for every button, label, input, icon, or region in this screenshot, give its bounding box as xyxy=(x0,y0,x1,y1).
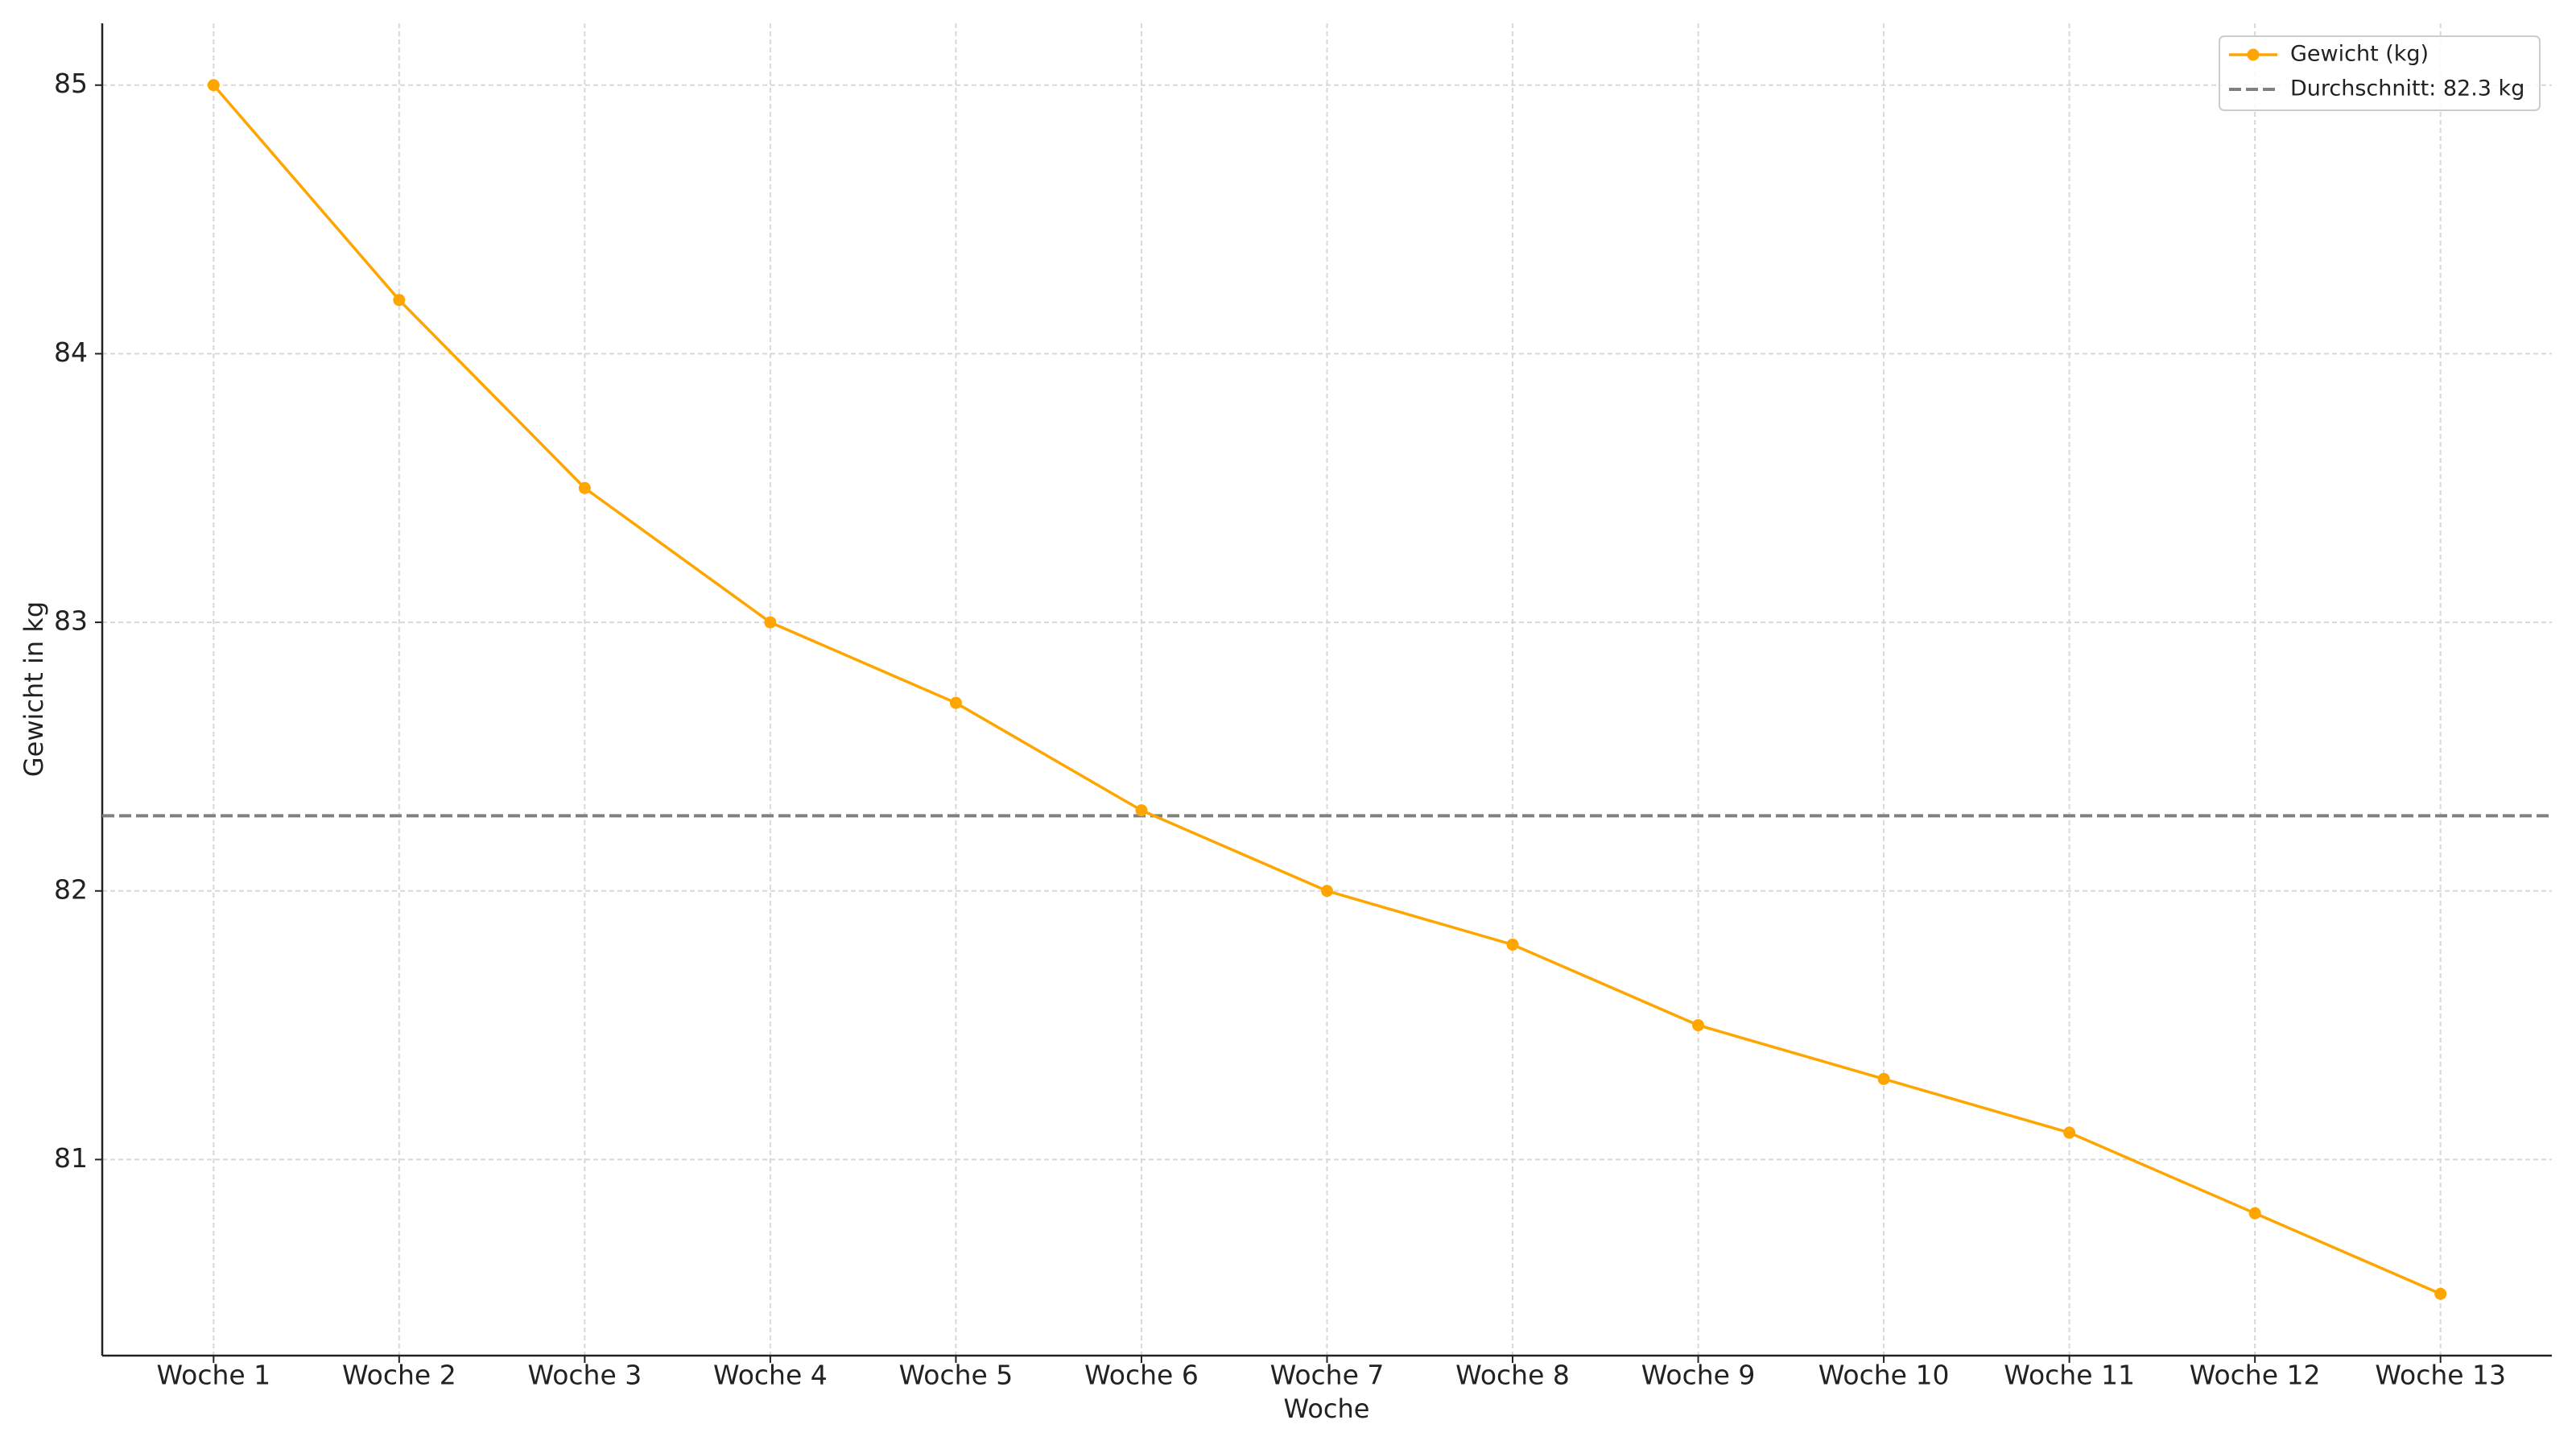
y-tick-label: 84 xyxy=(54,336,88,368)
y-axis-label: Gewicht in kg xyxy=(19,601,49,777)
data-point xyxy=(393,294,406,307)
x-tick-label: Woche 7 xyxy=(1270,1360,1385,1391)
y-tick-label: 81 xyxy=(54,1142,88,1174)
x-tick-label: Woche 2 xyxy=(342,1360,456,1391)
x-tick-label: Woche 11 xyxy=(2004,1360,2135,1391)
data-point xyxy=(2063,1126,2076,1139)
legend-swatch xyxy=(2247,48,2260,61)
x-tick-label: Woche 8 xyxy=(1455,1360,1570,1391)
x-tick-label: Woche 13 xyxy=(2375,1360,2506,1391)
y-tick-label: 85 xyxy=(54,68,88,99)
y-tick-label: 82 xyxy=(54,873,88,905)
x-axis-label: Woche xyxy=(1284,1393,1370,1424)
data-point xyxy=(2248,1207,2261,1220)
legend-label: Durchschnitt: 82.3 kg xyxy=(2290,76,2524,101)
legend-box xyxy=(2219,35,2541,111)
x-tick-label: Woche 3 xyxy=(528,1360,642,1391)
x-tick-label: Woche 5 xyxy=(899,1360,1013,1391)
x-tick-label: Woche 6 xyxy=(1084,1360,1199,1391)
x-tick-label: Woche 12 xyxy=(2190,1360,2321,1391)
data-point xyxy=(949,696,962,709)
data-point xyxy=(1135,804,1148,817)
data-point xyxy=(1321,885,1333,898)
x-tick-label: Woche 1 xyxy=(156,1360,270,1391)
x-tick-label: Woche 4 xyxy=(713,1360,828,1391)
data-point xyxy=(1506,938,1519,951)
data-point xyxy=(578,481,591,494)
data-point xyxy=(207,79,220,92)
x-tick-label: Woche 10 xyxy=(1818,1360,1950,1391)
data-point xyxy=(2434,1287,2447,1300)
data-point xyxy=(764,616,777,629)
legend-label: Gewicht (kg) xyxy=(2290,42,2429,67)
legend: Gewicht (kg) Durchschnitt: 82.3 kg xyxy=(2219,35,2541,111)
y-tick-label: 83 xyxy=(54,605,88,637)
x-tick-label: Woche 9 xyxy=(1641,1360,1756,1391)
data-point xyxy=(1877,1072,1890,1085)
data-point xyxy=(1692,1019,1705,1032)
